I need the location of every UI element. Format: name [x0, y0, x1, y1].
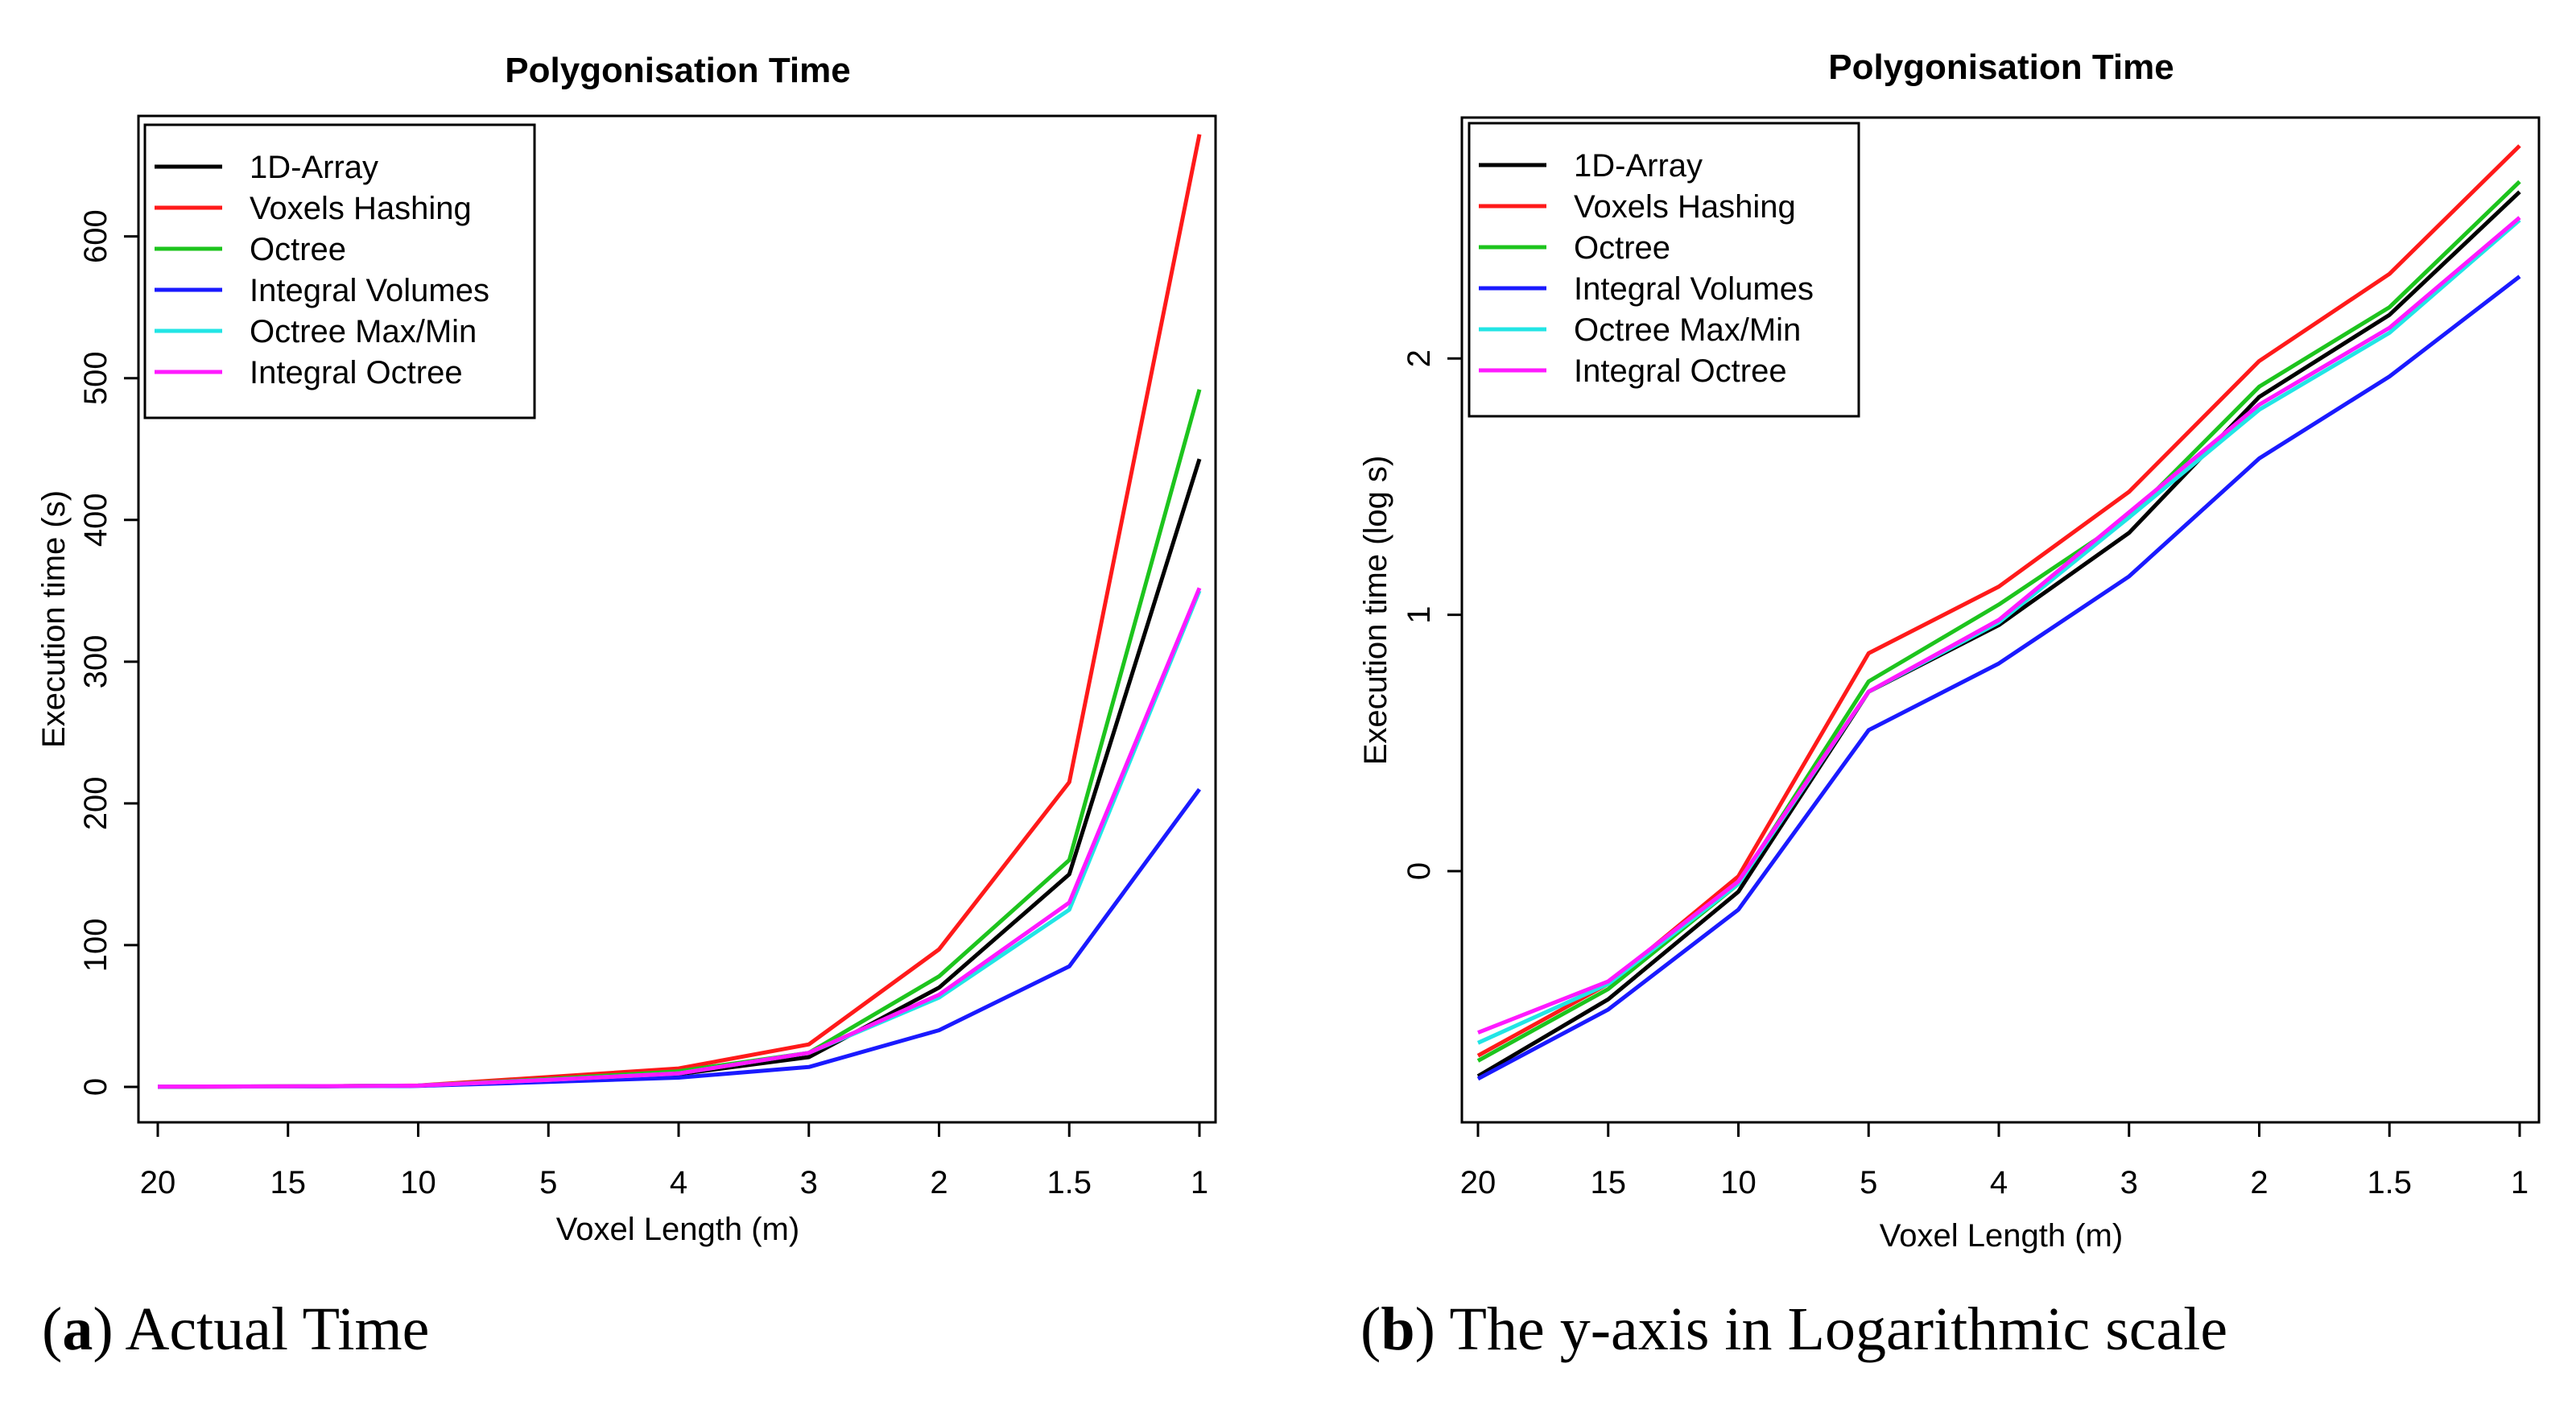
- series-line: [157, 787, 1202, 1089]
- series-line: [157, 458, 1202, 1089]
- caption-b-text: The y-axis in Logarithmic scale: [1449, 1295, 2228, 1363]
- series-line: [1476, 275, 2521, 1081]
- y-tick-label: 0: [78, 1078, 114, 1096]
- series-line: [157, 589, 1202, 1089]
- x-tick-label: 1: [2511, 1165, 2529, 1200]
- y-axis-label: Execution time (s): [36, 490, 72, 748]
- y-tick-label: 2: [1402, 349, 1437, 367]
- x-tick-label: 4: [1990, 1165, 2008, 1200]
- series-line: [1477, 216, 2521, 1035]
- x-tick-label: 20: [140, 1165, 176, 1200]
- y-tick-label: 200: [78, 776, 114, 830]
- y-tick-label: 1: [1402, 606, 1437, 624]
- legend-label: Voxels Hashing: [1574, 189, 1796, 225]
- caption-a-text: Actual Time: [125, 1295, 430, 1363]
- x-tick-label: 5: [1860, 1165, 1877, 1200]
- x-tick-label: 2: [930, 1165, 947, 1200]
- legend-label: Integral Volumes: [250, 273, 489, 308]
- legend-label: Integral Volumes: [1574, 271, 1814, 307]
- y-tick-label: 0: [1402, 862, 1437, 880]
- chart-title: Polygonisation Time: [505, 51, 850, 90]
- legend-label: Octree: [1574, 230, 1670, 266]
- legend-label: Octree Max/Min: [1574, 312, 1801, 348]
- x-tick-label: 5: [539, 1165, 557, 1200]
- y-tick-label: 100: [78, 919, 114, 973]
- y-tick-label: 400: [78, 493, 114, 547]
- x-axis-label: Voxel Length (m): [556, 1212, 799, 1247]
- legend-box: [143, 123, 536, 419]
- legend-label: Integral Octree: [250, 355, 463, 390]
- x-tick-label: 3: [2120, 1165, 2138, 1200]
- x-tick-label: 1.5: [1046, 1165, 1092, 1200]
- x-tick-label: 15: [1591, 1165, 1627, 1200]
- x-tick-label: 20: [1460, 1165, 1496, 1200]
- chart-actual-time: Polygonisation Time 20 15 10 5 4 3 2 1.5 1 Voxel L…: [36, 51, 1217, 1247]
- caption-b: (b) The y-axis in Logarithmic scale: [1360, 1295, 2228, 1363]
- x-tick-label: 10: [400, 1165, 436, 1200]
- x-tick-label: 4: [670, 1165, 687, 1200]
- x-tick-label: 15: [270, 1165, 307, 1200]
- x-tick-label: 10: [1720, 1165, 1757, 1200]
- x-tick-label: 3: [800, 1165, 818, 1200]
- series-line: [1476, 180, 2521, 1063]
- legend-label: 1D-Array: [250, 150, 378, 185]
- x-axis-label: Voxel Length (m): [1880, 1218, 2123, 1254]
- legend-label: Voxels Hashing: [250, 191, 472, 226]
- y-tick-label: 500: [78, 351, 114, 405]
- caption-a: (a) Actual Time: [42, 1295, 430, 1363]
- caption-b-letter: b: [1381, 1295, 1415, 1363]
- series-line: [157, 587, 1202, 1089]
- series-line: [1476, 190, 2521, 1078]
- y-axis-label: Execution time (log s): [1358, 456, 1393, 766]
- caption-a-letter: a: [62, 1295, 93, 1363]
- x-tick-label: 1: [1191, 1165, 1208, 1200]
- chart-title: Polygonisation Time: [1828, 48, 2174, 87]
- legend-box: [1468, 122, 1860, 418]
- legend-label: Integral Octree: [1574, 353, 1787, 389]
- legend-label: Octree: [250, 232, 346, 267]
- y-tick-label: 300: [78, 634, 114, 688]
- legend-label: 1D-Array: [1574, 148, 1703, 184]
- series-line: [1476, 218, 2521, 1045]
- y-tick-label: 600: [78, 209, 114, 263]
- x-tick-label: 1.5: [2367, 1165, 2412, 1200]
- series-line: [157, 389, 1202, 1089]
- legend-label: Octree Max/Min: [250, 314, 477, 349]
- x-tick-label: 2: [2250, 1165, 2268, 1200]
